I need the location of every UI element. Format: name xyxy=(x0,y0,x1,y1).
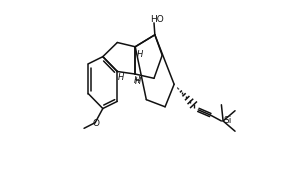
Text: HO: HO xyxy=(150,15,164,24)
Text: H: H xyxy=(135,77,141,86)
Text: O: O xyxy=(92,119,99,128)
Text: H: H xyxy=(118,73,124,83)
Text: H: H xyxy=(136,50,143,59)
Text: H: H xyxy=(134,76,140,85)
Text: Si: Si xyxy=(223,116,232,126)
